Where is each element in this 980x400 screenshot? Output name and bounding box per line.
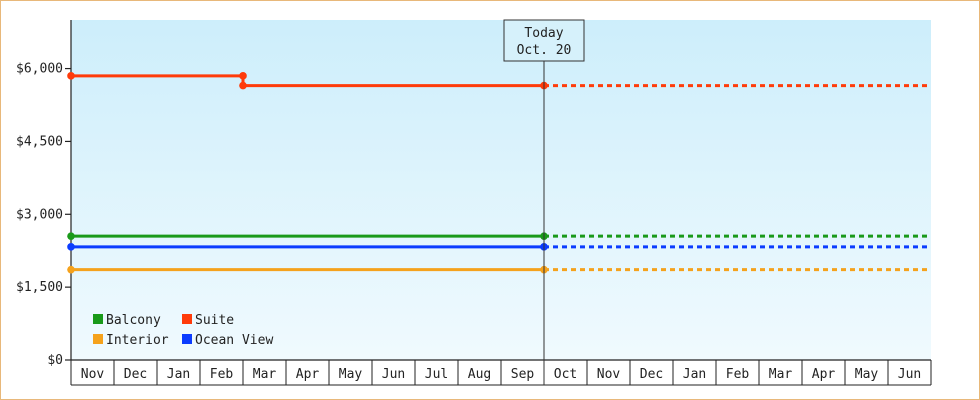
today-box [503, 19, 585, 62]
legend-swatch [93, 334, 103, 344]
series-point [239, 72, 247, 80]
x-tick-label: Feb [210, 367, 234, 382]
x-tick-label: Sep [511, 367, 535, 382]
series-point [67, 232, 75, 240]
today-date: Oct. 20 [517, 43, 572, 58]
legend-swatch [182, 314, 192, 324]
x-tick-label: May [339, 367, 363, 382]
x-tick-label: Jan [167, 367, 190, 382]
x-tick-label: Oct [554, 367, 577, 382]
legend-label: Interior [106, 333, 169, 348]
series-point [67, 265, 75, 274]
legend-label: Suite [195, 313, 234, 328]
y-tick-label: $0 [47, 353, 63, 368]
x-tick-label: Aug [468, 367, 491, 382]
series-point [67, 243, 75, 251]
series-line [71, 74, 544, 88]
today-label: Today [524, 26, 563, 41]
x-tick-label: Dec [124, 367, 147, 382]
series-point [239, 81, 247, 90]
x-tick-label: Jul [425, 367, 448, 382]
y-tick-label: $6,000 [16, 62, 63, 77]
plot-area [71, 20, 931, 360]
x-tick-label: Mar [769, 367, 793, 382]
series-point [67, 72, 75, 80]
y-tick-label: $1,500 [16, 280, 63, 295]
x-tick-label: Jun [382, 367, 405, 382]
x-tick-label: Jun [898, 367, 921, 382]
x-tick-label: Nov [597, 367, 621, 382]
x-tick-label: Jan [683, 367, 706, 382]
y-tick-label: $3,000 [16, 207, 63, 222]
x-tick-label: Mar [253, 367, 277, 382]
x-tick-label: Nov [81, 367, 105, 382]
x-tick-label: May [855, 367, 879, 382]
y-tick-label: $4,500 [16, 134, 63, 149]
legend-label: Ocean View [195, 333, 273, 348]
legend-swatch [182, 334, 192, 344]
x-tick-label: Feb [726, 367, 750, 382]
legend-label: Balcony [106, 313, 161, 328]
x-tick-label: Apr [812, 367, 836, 382]
legend-swatch [93, 314, 103, 324]
x-tick-label: Apr [296, 367, 320, 382]
x-tick-label: Dec [640, 367, 663, 382]
